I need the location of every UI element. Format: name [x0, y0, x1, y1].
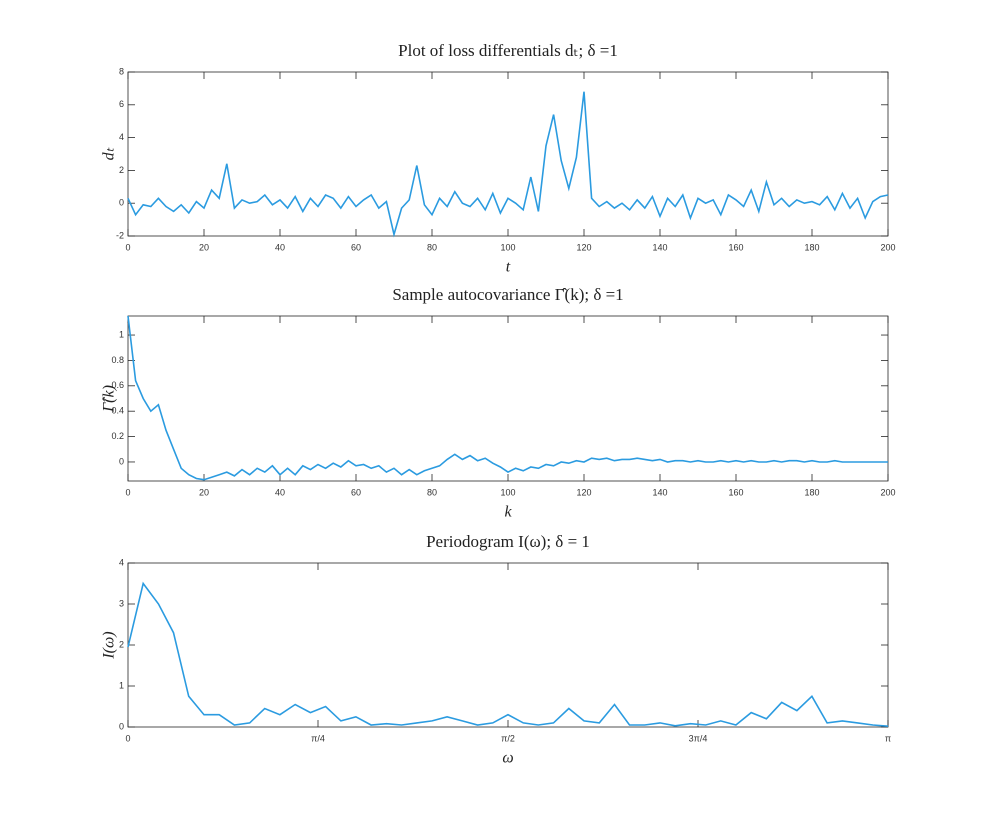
x-tick-label: 0: [125, 487, 130, 497]
y-tick-label: 6: [119, 99, 124, 109]
x-tick-label: 120: [576, 487, 591, 497]
x-tick-label: 0: [125, 242, 130, 252]
x-tick-label: 140: [652, 242, 667, 252]
y-tick-label: 1: [119, 329, 124, 339]
y-tick-label: 0.2: [111, 431, 124, 441]
x-tick-label: 200: [880, 242, 895, 252]
y-axis-label: I(ω): [101, 631, 118, 659]
data-line: [127, 91, 889, 238]
x-axis-label: t: [506, 259, 511, 276]
y-tick-label: 0: [119, 456, 124, 466]
x-tick-label: 80: [427, 242, 437, 252]
y-tick-label: 4: [119, 132, 124, 142]
axes-frame: [127, 71, 889, 237]
y-tick-label: 0.6: [111, 380, 124, 390]
y-tick-label: 4: [119, 557, 124, 567]
x-tick-label: 60: [351, 242, 361, 252]
chart-title: Plot of loss differentials dₜ; δ =1: [398, 41, 618, 60]
x-tick-label: 40: [275, 487, 285, 497]
x-tick-label: 100: [500, 487, 515, 497]
x-tick-label: 140: [652, 487, 667, 497]
x-tick-label: 200: [880, 487, 895, 497]
x-tick-label: 180: [804, 487, 819, 497]
x-tick-label: π/2: [501, 733, 515, 743]
y-tick-label: 0: [119, 721, 124, 731]
x-tick-label: π/4: [311, 733, 325, 743]
axes-frame: [127, 315, 889, 482]
chart-title: Sample autocovariance Γ̂(k); δ =1: [392, 285, 623, 304]
x-tick-label: 20: [199, 242, 209, 252]
y-tick-label: 0.4: [111, 406, 124, 416]
x-axis-label: k: [504, 504, 512, 521]
chart-title: Periodogram I(ω); δ = 1: [426, 532, 590, 551]
y-tick-label: 8: [119, 66, 124, 76]
x-tick-label: 0: [125, 733, 130, 743]
x-tick-label: 160: [728, 242, 743, 252]
y-tick-label: 1: [119, 680, 124, 690]
x-tick-label: 60: [351, 487, 361, 497]
x-axis-label: ω: [502, 750, 513, 767]
x-tick-label: 40: [275, 242, 285, 252]
data-line: [127, 581, 889, 727]
x-tick-label: 80: [427, 487, 437, 497]
x-tick-label: π: [885, 733, 891, 743]
x-tick-label: 180: [804, 242, 819, 252]
y-tick-label: 0.8: [111, 355, 124, 365]
x-tick-label: 3π/4: [689, 733, 708, 743]
x-tick-label: 20: [199, 487, 209, 497]
y-tick-label: 0: [119, 198, 124, 208]
y-axis-label: dₜ: [101, 147, 118, 160]
data-line: [127, 315, 888, 481]
axes-frame: [127, 562, 889, 728]
y-axis-label: Γ̂(k): [101, 385, 118, 413]
y-tick-label: 2: [119, 639, 124, 649]
y-tick-label: 2: [119, 165, 124, 175]
x-tick-label: 120: [576, 242, 591, 252]
y-tick-label: 3: [119, 598, 124, 608]
y-tick-label: -2: [116, 230, 124, 240]
x-tick-label: 100: [500, 242, 515, 252]
x-tick-label: 160: [728, 487, 743, 497]
